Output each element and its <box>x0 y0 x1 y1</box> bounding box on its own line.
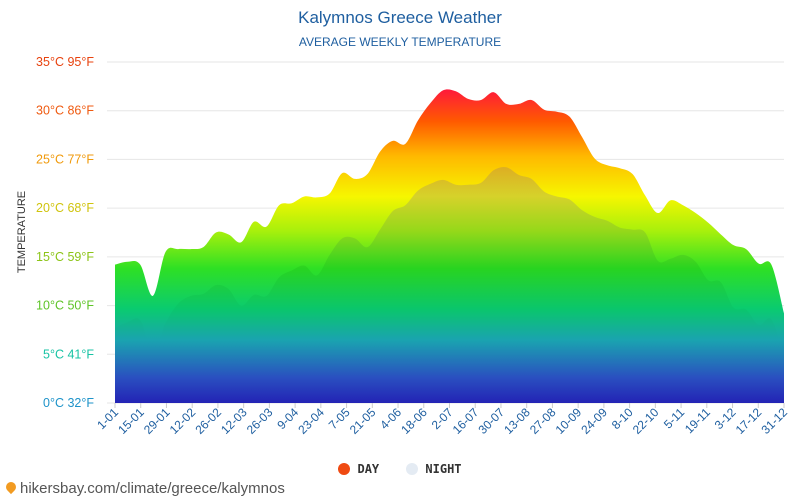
legend: DAY NIGHT <box>0 462 800 476</box>
legend-day-dot <box>338 463 351 475</box>
x-tick-label: 24-09 <box>578 405 610 437</box>
x-tick-label: 10-09 <box>553 405 585 437</box>
y-axis-title: TEMPERATURE <box>16 191 28 273</box>
x-tick-label: 27-08 <box>527 405 559 437</box>
x-tick-label: 12-02 <box>167 405 199 437</box>
x-tick-label: 15-01 <box>115 405 147 437</box>
x-tick-label: 26-02 <box>192 405 224 437</box>
x-tick-label: 29-01 <box>141 405 173 437</box>
y-tick-label: 30°C 86°F <box>36 104 94 118</box>
x-tick-label: 17-12 <box>733 405 765 437</box>
x-tick-label: 23-04 <box>295 405 327 437</box>
y-axis-labels: 0°C 32°F 5°C 41°F 10°C 50°F 15°C 59°F 20°C 6… <box>36 55 94 410</box>
location-pin-icon <box>3 479 19 495</box>
x-tick-label: 12-03 <box>218 405 250 437</box>
series-areas <box>115 89 784 403</box>
x-tick-label: 31-12 <box>759 405 791 437</box>
source-link[interactable]: hikersbay.com/climate/greece/kalymnos <box>3 479 285 497</box>
x-tick-label: 18-06 <box>398 405 430 437</box>
x-tick-label: 16-07 <box>450 405 482 437</box>
y-tick-label: 10°C 50°F <box>36 299 94 313</box>
legend-item-night[interactable]: NIGHT <box>406 462 462 476</box>
x-axis-labels: 1-0115-0129-0112-0226-0212-0326-039-0423… <box>94 403 790 437</box>
x-tick-label: 22-10 <box>630 405 662 437</box>
y-tick-label: 15°C 59°F <box>36 250 94 264</box>
x-tick-label: 13-08 <box>501 405 533 437</box>
x-tick-label: 19-11 <box>682 405 713 436</box>
x-tick-label: 30-07 <box>475 405 507 437</box>
x-tick-label: 21-05 <box>347 405 379 437</box>
source-text: hikersbay.com/climate/greece/kalymnos <box>20 480 285 497</box>
legend-item-day[interactable]: DAY <box>338 462 379 476</box>
y-tick-label: 0°C 32°F <box>43 396 94 410</box>
x-tick-label: 26-03 <box>244 405 276 437</box>
y-tick-label: 5°C 41°F <box>43 347 94 361</box>
chart-subtitle: AVERAGE WEEKLY TEMPERATURE <box>298 35 502 49</box>
y-tick-label: 20°C 68°F <box>36 201 94 215</box>
legend-day-label: DAY <box>357 462 380 476</box>
legend-night-dot <box>406 463 419 475</box>
legend-night-label: NIGHT <box>425 462 462 476</box>
chart-title: Kalymnos Greece Weather <box>298 8 502 27</box>
night-series-area[interactable] <box>115 166 784 403</box>
y-tick-label: 25°C 77°F <box>36 152 94 166</box>
y-tick-label: 35°C 95°F <box>36 55 94 69</box>
